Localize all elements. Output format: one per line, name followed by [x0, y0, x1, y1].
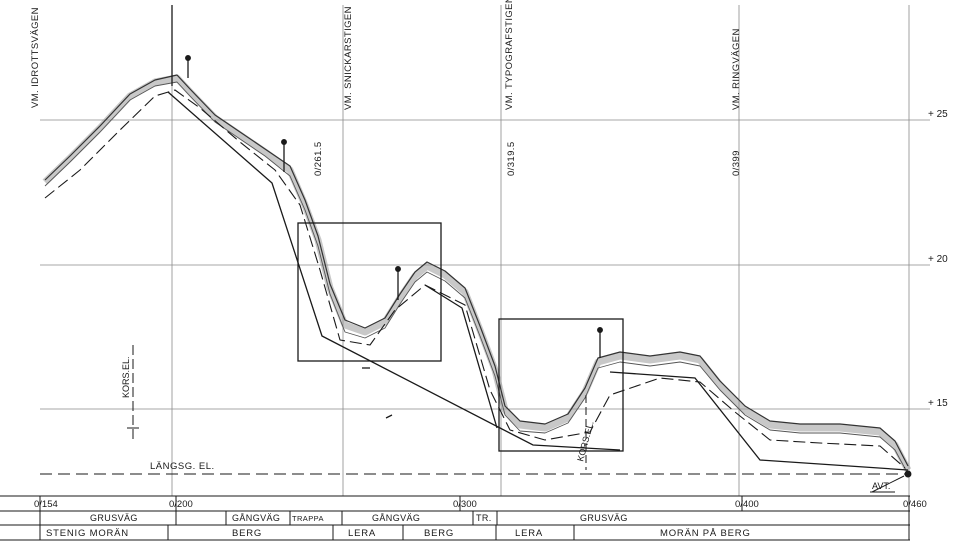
pipe-line [167, 91, 621, 451]
chainage-label-typografstigen: 0/319.5 [506, 142, 517, 177]
street-label-typografstigen: VM. TYPOGRAFSTIGEN [504, 0, 515, 110]
chainage-label-300: 0/300 [453, 499, 477, 510]
terrain-band [42, 74, 912, 472]
avt-leader [871, 475, 905, 493]
manhole-markers [185, 55, 912, 478]
surface-label-grusvag-2: GRUSVÄG [580, 513, 628, 523]
surface-labels: GRUSVÄG GÅNGVÄG TRAPPA GÅNGVÄG TR. GRUSV… [90, 513, 628, 523]
chainage-label-snickarstigen: 0/261.5 [313, 142, 324, 177]
endpoint-dot [904, 470, 912, 478]
small-marks [362, 367, 393, 419]
manhole-dot-4 [597, 327, 603, 333]
elevation-label-15: + 15 [928, 398, 948, 409]
surface-label-trappa: TRAPPA [292, 514, 324, 523]
chainage-label-400: 0/400 [735, 499, 759, 510]
terrain-line-top [44, 74, 909, 467]
chainage-label-154: 0/154 [34, 499, 58, 510]
ground-label-berg-1: BERG [232, 528, 262, 539]
chainage-labels: 0/154 0/200 0/300 0/400 0/460 [34, 499, 927, 510]
kors-el-left-marker: KORS.EL. [121, 345, 139, 440]
langsg-el-label: LÄNGSG. EL. [150, 461, 215, 472]
manhole-dot-1 [185, 55, 191, 61]
avt-label: AVT. [872, 481, 890, 491]
elevation-grid [40, 119, 930, 410]
surface-label-gangvag-1: GÅNGVÄG [232, 513, 280, 523]
chainage-label-200: 0/200 [169, 499, 193, 510]
detail-boxes [297, 222, 624, 452]
kors-el-left-label: KORS.EL. [121, 356, 131, 398]
street-label-idrottsvagen: VM. IDROTTSVÄGEN [30, 7, 41, 108]
ground-labels: STENIG MORÄN BERG LERA BERG LERA MORÄN P… [46, 528, 751, 539]
avt-marker: AVT. [870, 475, 905, 493]
ground-label-lera-1: LERA [348, 528, 376, 539]
bottom-table [0, 495, 910, 541]
terrain-profile [42, 74, 912, 475]
ground-label-lera-2: LERA [515, 528, 543, 539]
terrain-line-bottom [44, 81, 909, 475]
surface-label-gangvag-2: GÅNGVÄG [372, 513, 420, 523]
surface-label-grusvag-1: GRUSVÄG [90, 513, 138, 523]
manhole-dot-2 [281, 139, 287, 145]
kors-el-right-label: KORS.EL. [575, 420, 595, 463]
ground-label-moran-pa-berg: MORÄN PÅ BERG [660, 528, 751, 539]
ground-label-berg-2: BERG [424, 528, 454, 539]
detail-box-1 [297, 222, 442, 362]
chainage-label-ringvagen: 0/399 [731, 150, 742, 176]
street-label-snickarstigen: VM. SNICKARSTIGEN [343, 6, 354, 110]
chainage-label-460: 0/460 [903, 499, 927, 510]
vertical-grid [171, 5, 910, 496]
manhole-dot-3 [395, 266, 401, 272]
pipe-line-b [424, 284, 498, 429]
street-label-ringvagen: VM. RINGVÄGEN [731, 28, 742, 110]
langsg-el-line: LÄNGSG. EL. [40, 461, 905, 475]
detail-box-2 [498, 318, 624, 452]
mark-2 [385, 414, 393, 419]
street-labels: VM. IDROTTSVÄGEN VM. SNICKARSTIGEN VM. T… [30, 0, 742, 176]
terrain-dashed-line [44, 89, 906, 469]
elevation-label-20: + 20 [928, 254, 948, 265]
elevation-label-25: + 25 [928, 109, 948, 120]
ground-label-stenig-moran: STENIG MORÄN [46, 528, 129, 539]
surface-label-tr: TR. [476, 513, 492, 523]
elevation-labels: + 25 + 20 + 15 [928, 109, 948, 409]
pipe-line-c [609, 371, 909, 471]
